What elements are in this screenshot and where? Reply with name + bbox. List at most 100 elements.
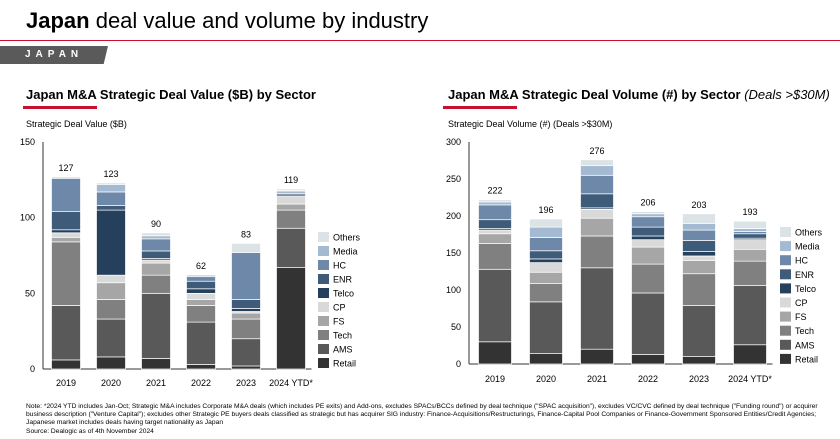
volume-legend-label-cp: CP [795,298,808,308]
volume-bar-media [580,165,614,176]
value-legend-swatch-tech [318,330,329,340]
volume-x-tick-label: 2023 [689,374,709,384]
volume-x-tick-label: 2021 [587,374,607,384]
volume-bar-cp [580,208,614,219]
value-bar-hc [51,177,81,212]
value-legend-label-others: Others [333,233,361,243]
volume-bar-hc [529,237,563,252]
volume-bar-enr [682,240,716,252]
page-title-bold: Japan [26,8,90,33]
volume-bar-retail [580,348,614,365]
value-legend-label-ams: AMS [333,345,353,355]
volume-total-label: 203 [691,200,706,210]
volume-bar-media [631,213,665,218]
value-bar-tech [186,305,216,323]
volume-bar-retail [733,344,767,365]
volume-bar-fs [733,248,767,262]
volume-bar-others [682,213,716,224]
value-bar-fs [276,203,306,211]
value-y-tick-label: 50 [25,288,35,298]
value-bar-fs [51,236,81,243]
title-divider [0,40,840,41]
value-chart-ylabel: Strategic Deal Value ($B) [26,119,127,129]
volume-x-tick-label: 2020 [536,374,556,384]
value-bar-enr [141,250,171,259]
volume-y-tick-label: 200 [446,211,461,221]
value-legend-label-hc: HC [333,261,346,271]
volume-bar-enr [478,219,512,229]
value-bar-cp [141,259,171,264]
volume-bar-fs [580,217,614,237]
volume-legend-label-enr: ENR [795,270,815,280]
value-bar-cp [186,292,216,300]
value-bar-tech [231,318,261,340]
value-bar-ams [231,338,261,367]
volume-bar-hc [478,204,512,221]
volume-bar-ams [529,301,563,354]
volume-bar-media [682,223,716,231]
value-bar-retail [51,359,81,370]
volume-bar-tech [631,263,665,294]
volume-bar-cp [529,262,563,273]
volume-total-label: 222 [487,186,502,196]
footnote: Note: *2024 YTD includes Jan-Oct; Strate… [26,403,831,436]
volume-bar-cp [682,255,716,261]
volume-bar-tech [478,243,512,270]
value-bar-retail [231,365,261,370]
volume-chart-ylabel: Strategic Deal Volume (#) (Deals >$30M) [448,119,613,129]
value-total-label: 90 [151,219,161,229]
volume-legend-swatch-retail [780,353,791,364]
volume-y-tick-label: 0 [456,359,461,369]
volume-bar-tech [529,282,563,303]
volume-bar-retail [478,341,512,365]
volume-bar-cp [478,229,512,235]
volume-bar-others [529,218,563,228]
volume-chart-title-text: Japan M&A Strategic Deal Volume (#) by S… [448,87,741,102]
page-title-rest: deal value and volume by industry [89,8,429,33]
value-chart-title-underline [23,106,97,109]
value-bar-retail [96,356,126,370]
volume-legend-label-hc: HC [795,256,808,266]
value-bar-hc [231,252,261,300]
volume-bar-others [631,211,665,215]
value-bar-others [96,182,126,185]
value-legend-swatch-fs [318,316,329,326]
value-bar-tech [96,299,126,320]
value-bar-fs [231,312,261,320]
volume-bar-hc [580,174,614,195]
volume-legend-swatch-others [780,227,791,237]
volume-bar-ams [478,268,512,343]
volume-legend-label-others: Others [795,228,823,238]
volume-bar-tech [580,235,614,269]
value-bar-retail [186,364,216,370]
volume-legend-swatch-telco [780,283,791,294]
volume-total-label: 196 [538,205,553,215]
volume-legend-swatch-ams [780,339,791,350]
value-bar-telco [231,308,261,312]
value-bar-tech [141,274,171,294]
value-bar-tech [51,241,81,306]
volume-bar-fs [529,271,563,284]
volume-bar-others [478,199,512,203]
value-bar-media [96,184,126,193]
value-bar-enr [231,299,261,309]
value-total-label: 127 [58,163,73,173]
value-bar-telco [51,229,81,234]
volume-bar-media [733,228,767,232]
value-bar-retail [141,358,171,370]
value-x-tick-label: 2019 [56,378,76,388]
value-legend-label-telco: Telco [333,289,354,299]
volume-chart-title: Japan M&A Strategic Deal Volume (#) by S… [448,87,830,102]
volume-chart-title-underline [443,106,517,109]
value-total-label: 123 [103,169,118,179]
value-legend-swatch-media [318,246,329,256]
value-bar-fs [141,262,171,276]
value-chart-title-text: Japan M&A Strategic Deal Value ($B) by S… [26,87,316,102]
value-legend-swatch-hc [318,260,329,270]
volume-bar-ams [682,305,716,357]
volume-bar-ams [580,267,614,350]
value-legend-label-enr: ENR [333,275,353,285]
source-text: Source: Dealogic as of 4th November 2024 [26,427,154,435]
value-total-label: 83 [241,229,251,239]
